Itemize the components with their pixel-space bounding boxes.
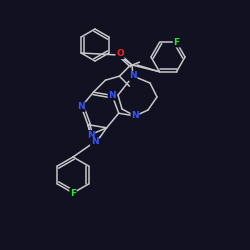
Text: N: N [108, 91, 116, 100]
Text: N: N [87, 131, 95, 140]
Text: N: N [129, 72, 137, 80]
Text: N: N [91, 138, 98, 146]
Text: N: N [78, 102, 85, 111]
Text: N: N [131, 112, 139, 120]
Text: F: F [70, 188, 76, 198]
Text: F: F [174, 38, 180, 47]
Text: O: O [116, 50, 124, 58]
